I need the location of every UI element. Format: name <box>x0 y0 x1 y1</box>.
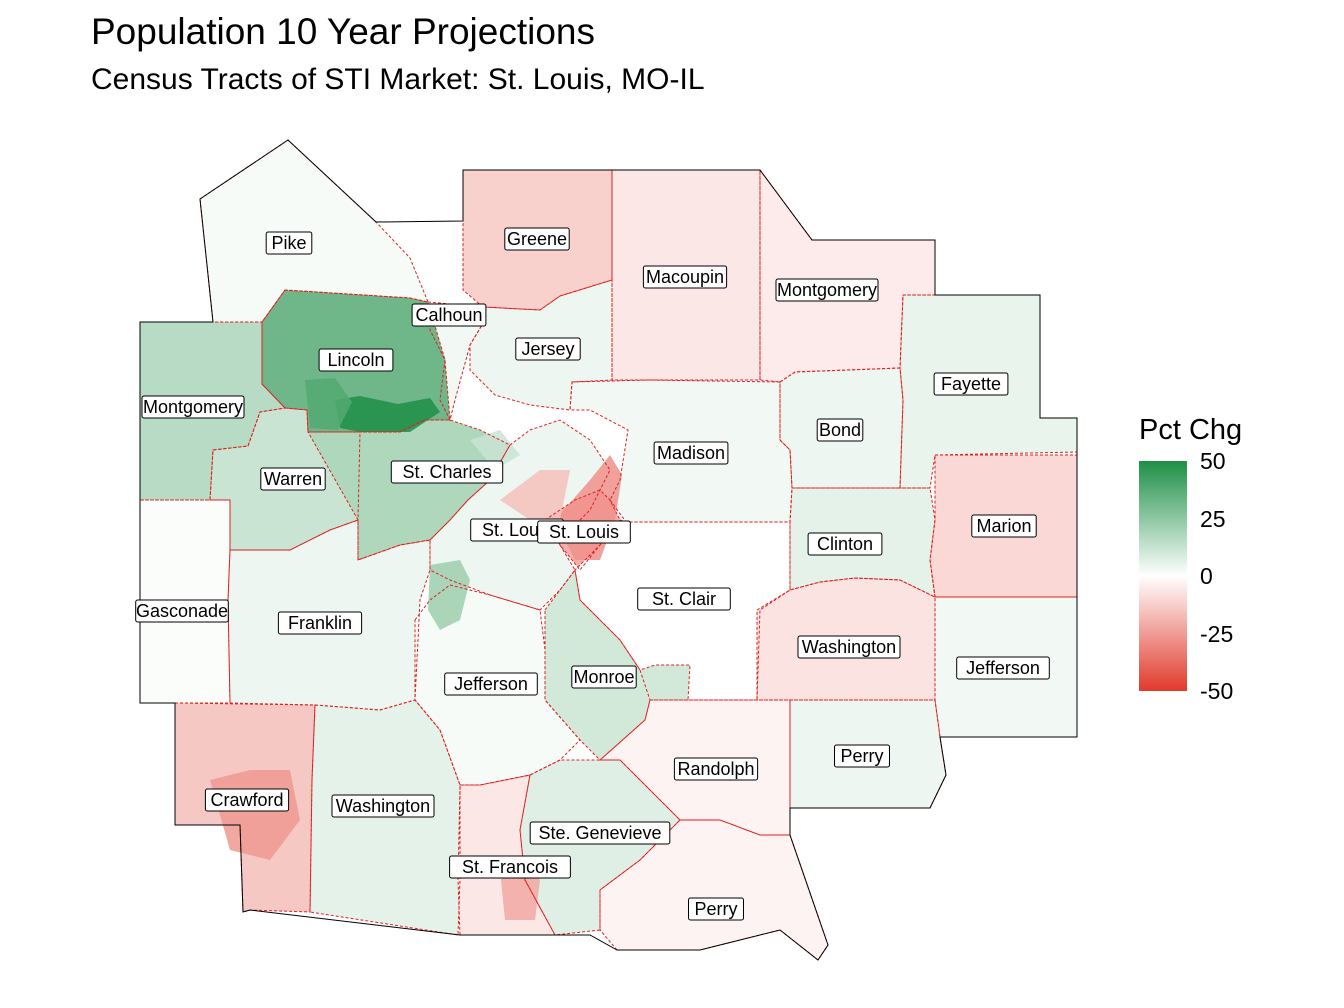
county-label: Ste. Genevieve <box>529 821 671 845</box>
svg-text:Washington: Washington <box>802 637 896 657</box>
svg-text:St. Francois: St. Francois <box>462 857 558 877</box>
county-region <box>760 170 935 382</box>
legend-colorbar <box>1139 461 1187 691</box>
county-border <box>789 487 936 598</box>
county-labels: Pike Greene Macoupin Montgomery Calhoun Jerse… <box>135 227 1050 921</box>
svg-text:Lincoln: Lincoln <box>327 350 384 370</box>
svg-text:Warren: Warren <box>264 469 322 489</box>
county-border <box>139 321 287 501</box>
svg-text:Fayette: Fayette <box>941 374 1001 394</box>
county-label: Clinton <box>807 532 883 556</box>
legend-tick-label: -50 <box>1200 678 1234 704</box>
county-border <box>209 407 361 551</box>
svg-text:Ste. Genevieve: Ste. Genevieve <box>538 823 661 843</box>
county-label: Lincoln <box>318 348 394 372</box>
county-label: Perry <box>834 744 890 768</box>
county-label: Marion <box>971 514 1037 538</box>
svg-text:Bond: Bond <box>819 420 861 440</box>
map-title: Population 10 Year Projections <box>91 11 595 52</box>
svg-text:Jefferson: Jefferson <box>454 674 528 694</box>
tract-hotspot <box>305 378 352 430</box>
county-region <box>520 760 680 935</box>
svg-text:Perry: Perry <box>694 899 737 919</box>
svg-text:Gasconade: Gasconade <box>136 601 228 621</box>
county-label: Warren <box>260 467 326 491</box>
tract-hotspot <box>335 396 440 432</box>
county-label: Jersey <box>515 337 581 361</box>
county-label: St. Francois <box>449 855 571 879</box>
svg-text:St. Charles: St. Charles <box>402 462 491 482</box>
county-label: Perry <box>688 897 744 921</box>
svg-text:Madison: Madison <box>657 443 725 463</box>
map-subtitle: Census Tracts of STI Market: St. Louis, … <box>91 63 705 96</box>
county-region <box>430 420 610 610</box>
county-label: Washington <box>331 794 435 818</box>
legend-tick-label: 50 <box>1200 448 1226 474</box>
svg-text:Randolph: Randolph <box>677 759 754 779</box>
county-border <box>457 774 556 936</box>
svg-text:Clinton: Clinton <box>817 534 873 554</box>
tract-hotspot <box>428 560 470 630</box>
county-region <box>545 570 690 760</box>
svg-text:Pike: Pike <box>271 233 306 253</box>
svg-text:Perry: Perry <box>840 746 883 766</box>
market-outline <box>139 139 1078 961</box>
county-border <box>756 577 936 701</box>
county-label: Jefferson <box>444 672 538 696</box>
county-region <box>200 140 428 322</box>
county-label: Pike <box>265 231 313 255</box>
county-label: Crawford <box>204 788 290 812</box>
county-label: Macoupin <box>642 265 728 289</box>
county-border <box>309 699 461 936</box>
svg-text:Monroe: Monroe <box>573 667 634 687</box>
legend-tick-label: -25 <box>1200 620 1234 647</box>
county-label: Franklin <box>277 611 363 635</box>
county-label: Calhoun <box>411 303 487 327</box>
county-label: St. Louis <box>537 520 631 544</box>
county-label: Jefferson <box>956 656 1050 680</box>
county-border <box>899 294 1078 489</box>
county-label: Randolph <box>673 757 759 781</box>
county-label: Montgomery <box>775 278 879 302</box>
tract-hotspot <box>470 430 520 470</box>
legend-tick-label: 0 <box>1200 563 1213 589</box>
county-label: St. Clair <box>637 587 731 611</box>
county-border <box>599 819 829 961</box>
county-label: Greene <box>504 227 570 251</box>
county-border <box>469 279 613 411</box>
svg-text:Montgomery: Montgomery <box>777 280 877 300</box>
svg-text:Washington: Washington <box>336 796 430 816</box>
county-label: Fayette <box>933 372 1009 396</box>
svg-text:Montgomery: Montgomery <box>143 397 243 417</box>
svg-text:Macoupin: Macoupin <box>646 267 724 287</box>
county-border <box>544 489 621 571</box>
county-label: Monroe <box>571 665 637 689</box>
county-border <box>544 568 691 761</box>
svg-text:Jersey: Jersey <box>521 339 574 359</box>
legend-tick-label: 25 <box>1200 505 1226 532</box>
county-label: Gasconade <box>135 599 229 623</box>
svg-text:Crawford: Crawford <box>210 790 283 810</box>
svg-text:Marion: Marion <box>976 516 1031 536</box>
svg-text:Calhoun: Calhoun <box>415 305 482 325</box>
county-label: St. Charles <box>390 460 504 484</box>
county-label: Bond <box>816 418 864 442</box>
tract-hotspot <box>500 470 570 520</box>
svg-text:Franklin: Franklin <box>288 613 352 633</box>
county-label: Montgomery <box>141 395 245 419</box>
svg-text:St. Clair: St. Clair <box>652 589 716 609</box>
county-label: Madison <box>653 441 729 465</box>
svg-text:St. Louis: St. Louis <box>549 522 619 542</box>
svg-text:St. Louis: St. Louis <box>482 520 552 540</box>
legend-title: Pct Chg <box>1139 414 1243 446</box>
county-label: Washington <box>797 635 901 659</box>
svg-text:Greene: Greene <box>507 229 567 249</box>
svg-text:Jefferson: Jefferson <box>966 658 1040 678</box>
county-region <box>600 820 828 960</box>
